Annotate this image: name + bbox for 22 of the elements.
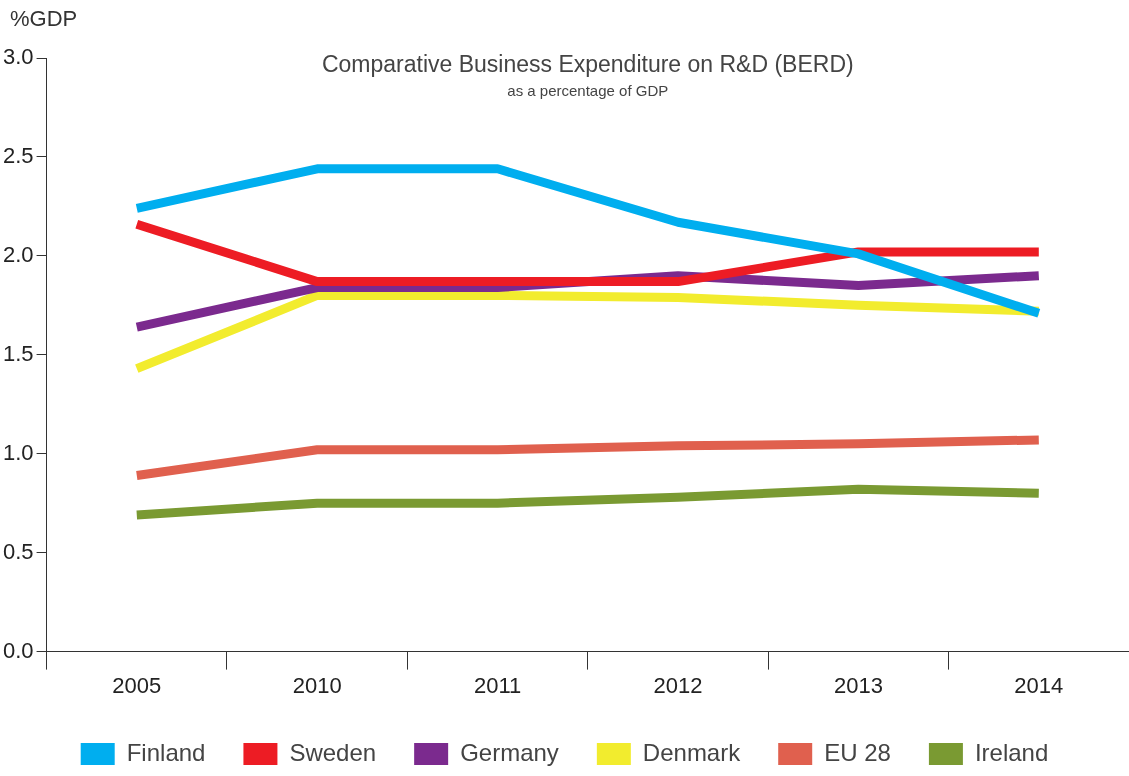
y-tick-label: 1.5 xyxy=(2,340,34,366)
text: as a percentage of GDP xyxy=(507,82,669,99)
x-tick-label: 2014 xyxy=(1014,672,1064,698)
x-tick-label: 2011 xyxy=(473,672,522,698)
legend-label: Sweden xyxy=(289,738,377,766)
y-tick-label: 3.0 xyxy=(2,44,34,70)
chart-title: Comparative Business Expenditure on R&D (BERD) xyxy=(321,51,854,77)
y-tick-label: 1.0 xyxy=(2,439,34,465)
x-tick-label: 2013 xyxy=(833,672,883,698)
x-tick-label: 2005 xyxy=(112,672,162,698)
legend-label: Ireland xyxy=(974,738,1049,766)
legend-label: EU 28 xyxy=(824,738,891,766)
x-tick-label: 2012 xyxy=(653,672,703,698)
y-tick-label: 2.0 xyxy=(2,241,34,267)
y-tick-label: 2.5 xyxy=(2,143,34,168)
y-axis-title: %GDP xyxy=(10,6,78,31)
legend-label: Denmark xyxy=(642,738,742,766)
legend-label: Germany xyxy=(460,738,559,766)
x-tick-label: 2010 xyxy=(292,672,342,698)
y-tick-label: 0.0 xyxy=(2,637,34,663)
y-tick-label: 0.5 xyxy=(2,538,34,564)
legend-label: Finland xyxy=(126,738,206,766)
